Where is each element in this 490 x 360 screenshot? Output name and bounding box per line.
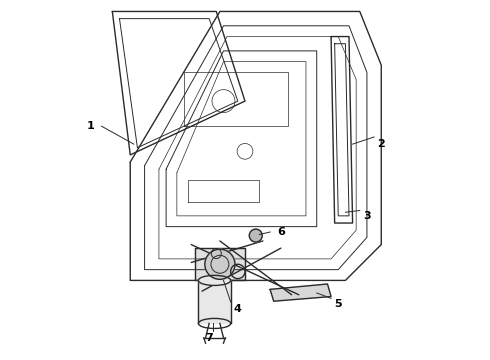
Text: 4: 4	[234, 304, 242, 314]
Text: 3: 3	[363, 211, 371, 221]
Polygon shape	[270, 284, 331, 301]
Ellipse shape	[198, 275, 231, 285]
Circle shape	[249, 229, 262, 242]
Text: 7: 7	[205, 333, 213, 343]
Text: 5: 5	[335, 299, 342, 309]
Text: 2: 2	[377, 139, 385, 149]
Text: 1: 1	[87, 121, 95, 131]
Bar	[198, 280, 231, 323]
Text: 6: 6	[277, 227, 285, 237]
Circle shape	[205, 249, 235, 279]
Polygon shape	[195, 248, 245, 280]
